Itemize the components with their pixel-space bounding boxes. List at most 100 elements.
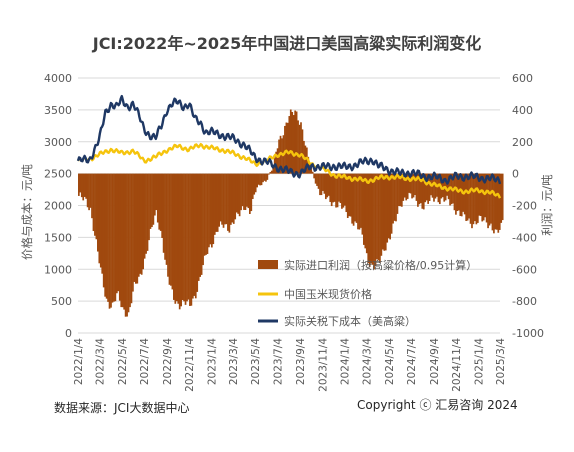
- profit-bar: [352, 173, 355, 226]
- profit-bar: [330, 173, 333, 207]
- x-tick-label: 2024/7/4: [406, 338, 418, 385]
- profit-bar: [294, 110, 296, 174]
- profit-bar: [389, 173, 391, 240]
- profit-bar: [449, 173, 451, 206]
- profit-bar: [171, 173, 174, 290]
- profit-bar: [194, 173, 197, 299]
- profit-bar: [191, 173, 194, 299]
- x-tick-label: 2022/1/4: [73, 338, 85, 385]
- profit-bar: [329, 173, 332, 202]
- profit-bar: [418, 173, 421, 205]
- profit-bar: [345, 173, 348, 213]
- profit-bar: [301, 129, 304, 174]
- right-tick-label: -1000: [512, 327, 544, 340]
- profit-bar: [86, 173, 89, 208]
- corn-price-line: [76, 143, 502, 199]
- profit-bar: [289, 109, 292, 174]
- profit-bar: [476, 173, 479, 223]
- profit-bar: [393, 173, 396, 221]
- profit-bar: [501, 173, 504, 221]
- profit-bar: [322, 173, 324, 191]
- profit-bar: [412, 173, 415, 198]
- profit-bar: [281, 138, 283, 174]
- profit-bar: [341, 173, 343, 209]
- profit-bar: [123, 173, 126, 310]
- profit-bar: [190, 173, 193, 306]
- profit-bar: [270, 170, 273, 174]
- profit-bar: [162, 173, 165, 253]
- profit-bar: [471, 173, 473, 229]
- profit-bar: [254, 173, 257, 193]
- legend: 实际进口利润（按高粱价格/0.95计算） 中国玉米现货价格 实际关税下成本（美高…: [258, 258, 477, 328]
- profit-bar: [101, 173, 104, 274]
- profit-bar: [178, 173, 181, 310]
- profit-bar: [197, 173, 200, 281]
- right-tick-label: 400: [512, 104, 533, 117]
- profit-bar: [79, 173, 82, 193]
- profit-bar: [167, 173, 169, 277]
- profit-bar: [324, 173, 327, 200]
- profit-bar: [466, 173, 469, 221]
- profit-bar: [422, 173, 425, 210]
- profit-bar: [320, 173, 323, 196]
- profit-bar: [475, 173, 478, 225]
- profit-bar: [380, 173, 383, 256]
- profit-bar: [411, 173, 413, 199]
- profit-bar: [209, 173, 212, 245]
- profit-bar: [374, 173, 377, 266]
- profit-bar: [145, 173, 147, 254]
- profit-bar: [387, 173, 390, 239]
- profit-bar: [390, 173, 393, 234]
- profit-bar: [491, 173, 494, 231]
- profit-bar: [342, 173, 345, 208]
- profit-bar: [247, 173, 250, 209]
- x-tick-label: 2023/9/4: [295, 338, 307, 385]
- left-tick-label: 4000: [44, 72, 72, 85]
- left-tick-label: 2000: [44, 200, 72, 213]
- profit-bar: [120, 173, 123, 308]
- profit-bar: [295, 111, 298, 174]
- left-tick-label: 2500: [44, 168, 72, 181]
- profit-bar: [78, 173, 80, 196]
- profit-bar: [485, 173, 488, 223]
- profit-bar: [142, 173, 145, 270]
- right-tick-label: 0: [512, 168, 519, 181]
- profit-bar: [187, 173, 190, 300]
- profit-bar: [244, 173, 247, 211]
- profit-bar: [314, 173, 317, 184]
- profit-bar: [104, 173, 107, 297]
- profit-bar: [437, 173, 440, 203]
- profit-bar: [402, 173, 405, 201]
- sorghum-cost-line: [76, 94, 502, 185]
- profit-bar: [175, 173, 178, 302]
- profit-bar: [419, 173, 422, 204]
- profit-bar: [343, 173, 346, 206]
- profit-bar: [478, 173, 481, 216]
- profit-bar: [137, 173, 140, 277]
- price-lines: [76, 94, 502, 199]
- profit-bar: [111, 173, 114, 303]
- profit-bar: [248, 173, 251, 214]
- profit-bar: [85, 173, 88, 199]
- profit-bar: [498, 173, 501, 230]
- x-tick-label: 2022/11/4: [184, 338, 196, 392]
- profit-bar: [174, 173, 177, 304]
- profit-bar: [400, 173, 403, 207]
- profit-bar: [146, 173, 149, 251]
- profit-bar: [186, 173, 188, 302]
- profit-bar: [447, 173, 450, 200]
- profit-bar: [202, 173, 204, 266]
- profit-bars: [78, 109, 504, 317]
- profit-bar: [265, 173, 267, 182]
- profit-bar: [210, 173, 213, 248]
- profit-bar: [298, 124, 301, 174]
- profit-bar: [102, 173, 105, 288]
- x-tick-label: 2024/3/4: [362, 338, 374, 385]
- profit-bar: [92, 173, 95, 232]
- profit-bar: [284, 125, 286, 174]
- profit-bar: [384, 173, 387, 251]
- profit-bar: [83, 173, 86, 197]
- profit-bar: [428, 173, 431, 201]
- profit-bar: [134, 173, 137, 284]
